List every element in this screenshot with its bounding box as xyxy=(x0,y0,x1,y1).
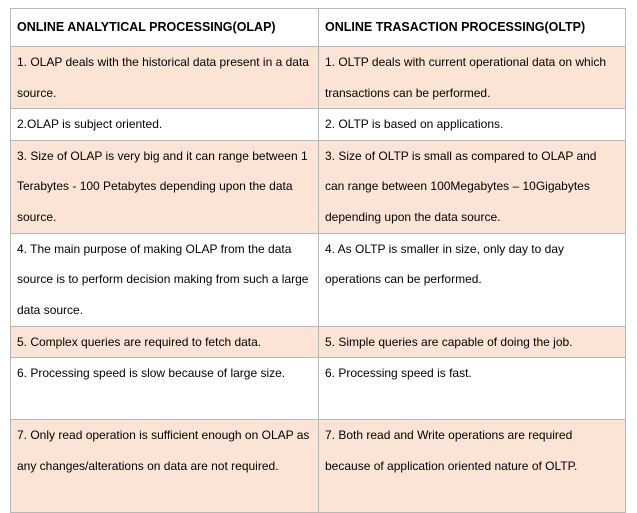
cell-olap: 3. Size of OLAP is very big and it can r… xyxy=(10,139,319,234)
cell-olap: 2.OLAP is subject oriented. xyxy=(10,108,319,141)
cell-oltp: 7. Both read and Write operations are re… xyxy=(318,419,626,513)
table-row: 4. The main purpose of making OLAP from … xyxy=(10,232,626,327)
olap-vs-oltp-table: ONLINE ANALYTICAL PROCESSING(OLAP) ONLIN… xyxy=(10,8,626,513)
cell-oltp: 6. Processing speed is fast. xyxy=(318,357,626,420)
table-row: 7. Only read operation is sufficient eno… xyxy=(10,419,626,513)
cell-olap: 6. Processing speed is slow because of l… xyxy=(10,357,319,420)
cell-oltp: 5. Simple queries are capable of doing t… xyxy=(318,325,626,358)
cell-olap: 4. The main purpose of making OLAP from … xyxy=(10,232,319,327)
cell-olap: 7. Only read operation is sufficient eno… xyxy=(10,419,319,513)
cell-oltp: 1. OLTP deals with current operational d… xyxy=(318,46,626,109)
table-row: 6. Processing speed is slow because of l… xyxy=(10,357,626,420)
header-olap: ONLINE ANALYTICAL PROCESSING(OLAP) xyxy=(10,8,319,47)
cell-oltp: 2. OLTP is based on applications. xyxy=(318,108,626,141)
table-row: 5. Complex queries are required to fetch… xyxy=(10,325,626,358)
table-row: 2.OLAP is subject oriented. 2. OLTP is b… xyxy=(10,108,626,141)
cell-oltp: 4. As OLTP is smaller in size, only day … xyxy=(318,232,626,327)
header-oltp: ONLINE TRASACTION PROCESSING(OLTP) xyxy=(318,8,626,47)
header-row: ONLINE ANALYTICAL PROCESSING(OLAP) ONLIN… xyxy=(10,8,626,47)
cell-oltp: 3. Size of OLTP is small as compared to … xyxy=(318,139,626,234)
table-row: 3. Size of OLAP is very big and it can r… xyxy=(10,139,626,234)
table-row: 1. OLAP deals with the historical data p… xyxy=(10,46,626,109)
table-body: 1. OLAP deals with the historical data p… xyxy=(10,46,626,513)
comparison-table-container: ONLINE ANALYTICAL PROCESSING(OLAP) ONLIN… xyxy=(10,8,626,513)
cell-olap: 1. OLAP deals with the historical data p… xyxy=(10,46,319,109)
cell-olap: 5. Complex queries are required to fetch… xyxy=(10,325,319,358)
table-header: ONLINE ANALYTICAL PROCESSING(OLAP) ONLIN… xyxy=(10,8,626,47)
